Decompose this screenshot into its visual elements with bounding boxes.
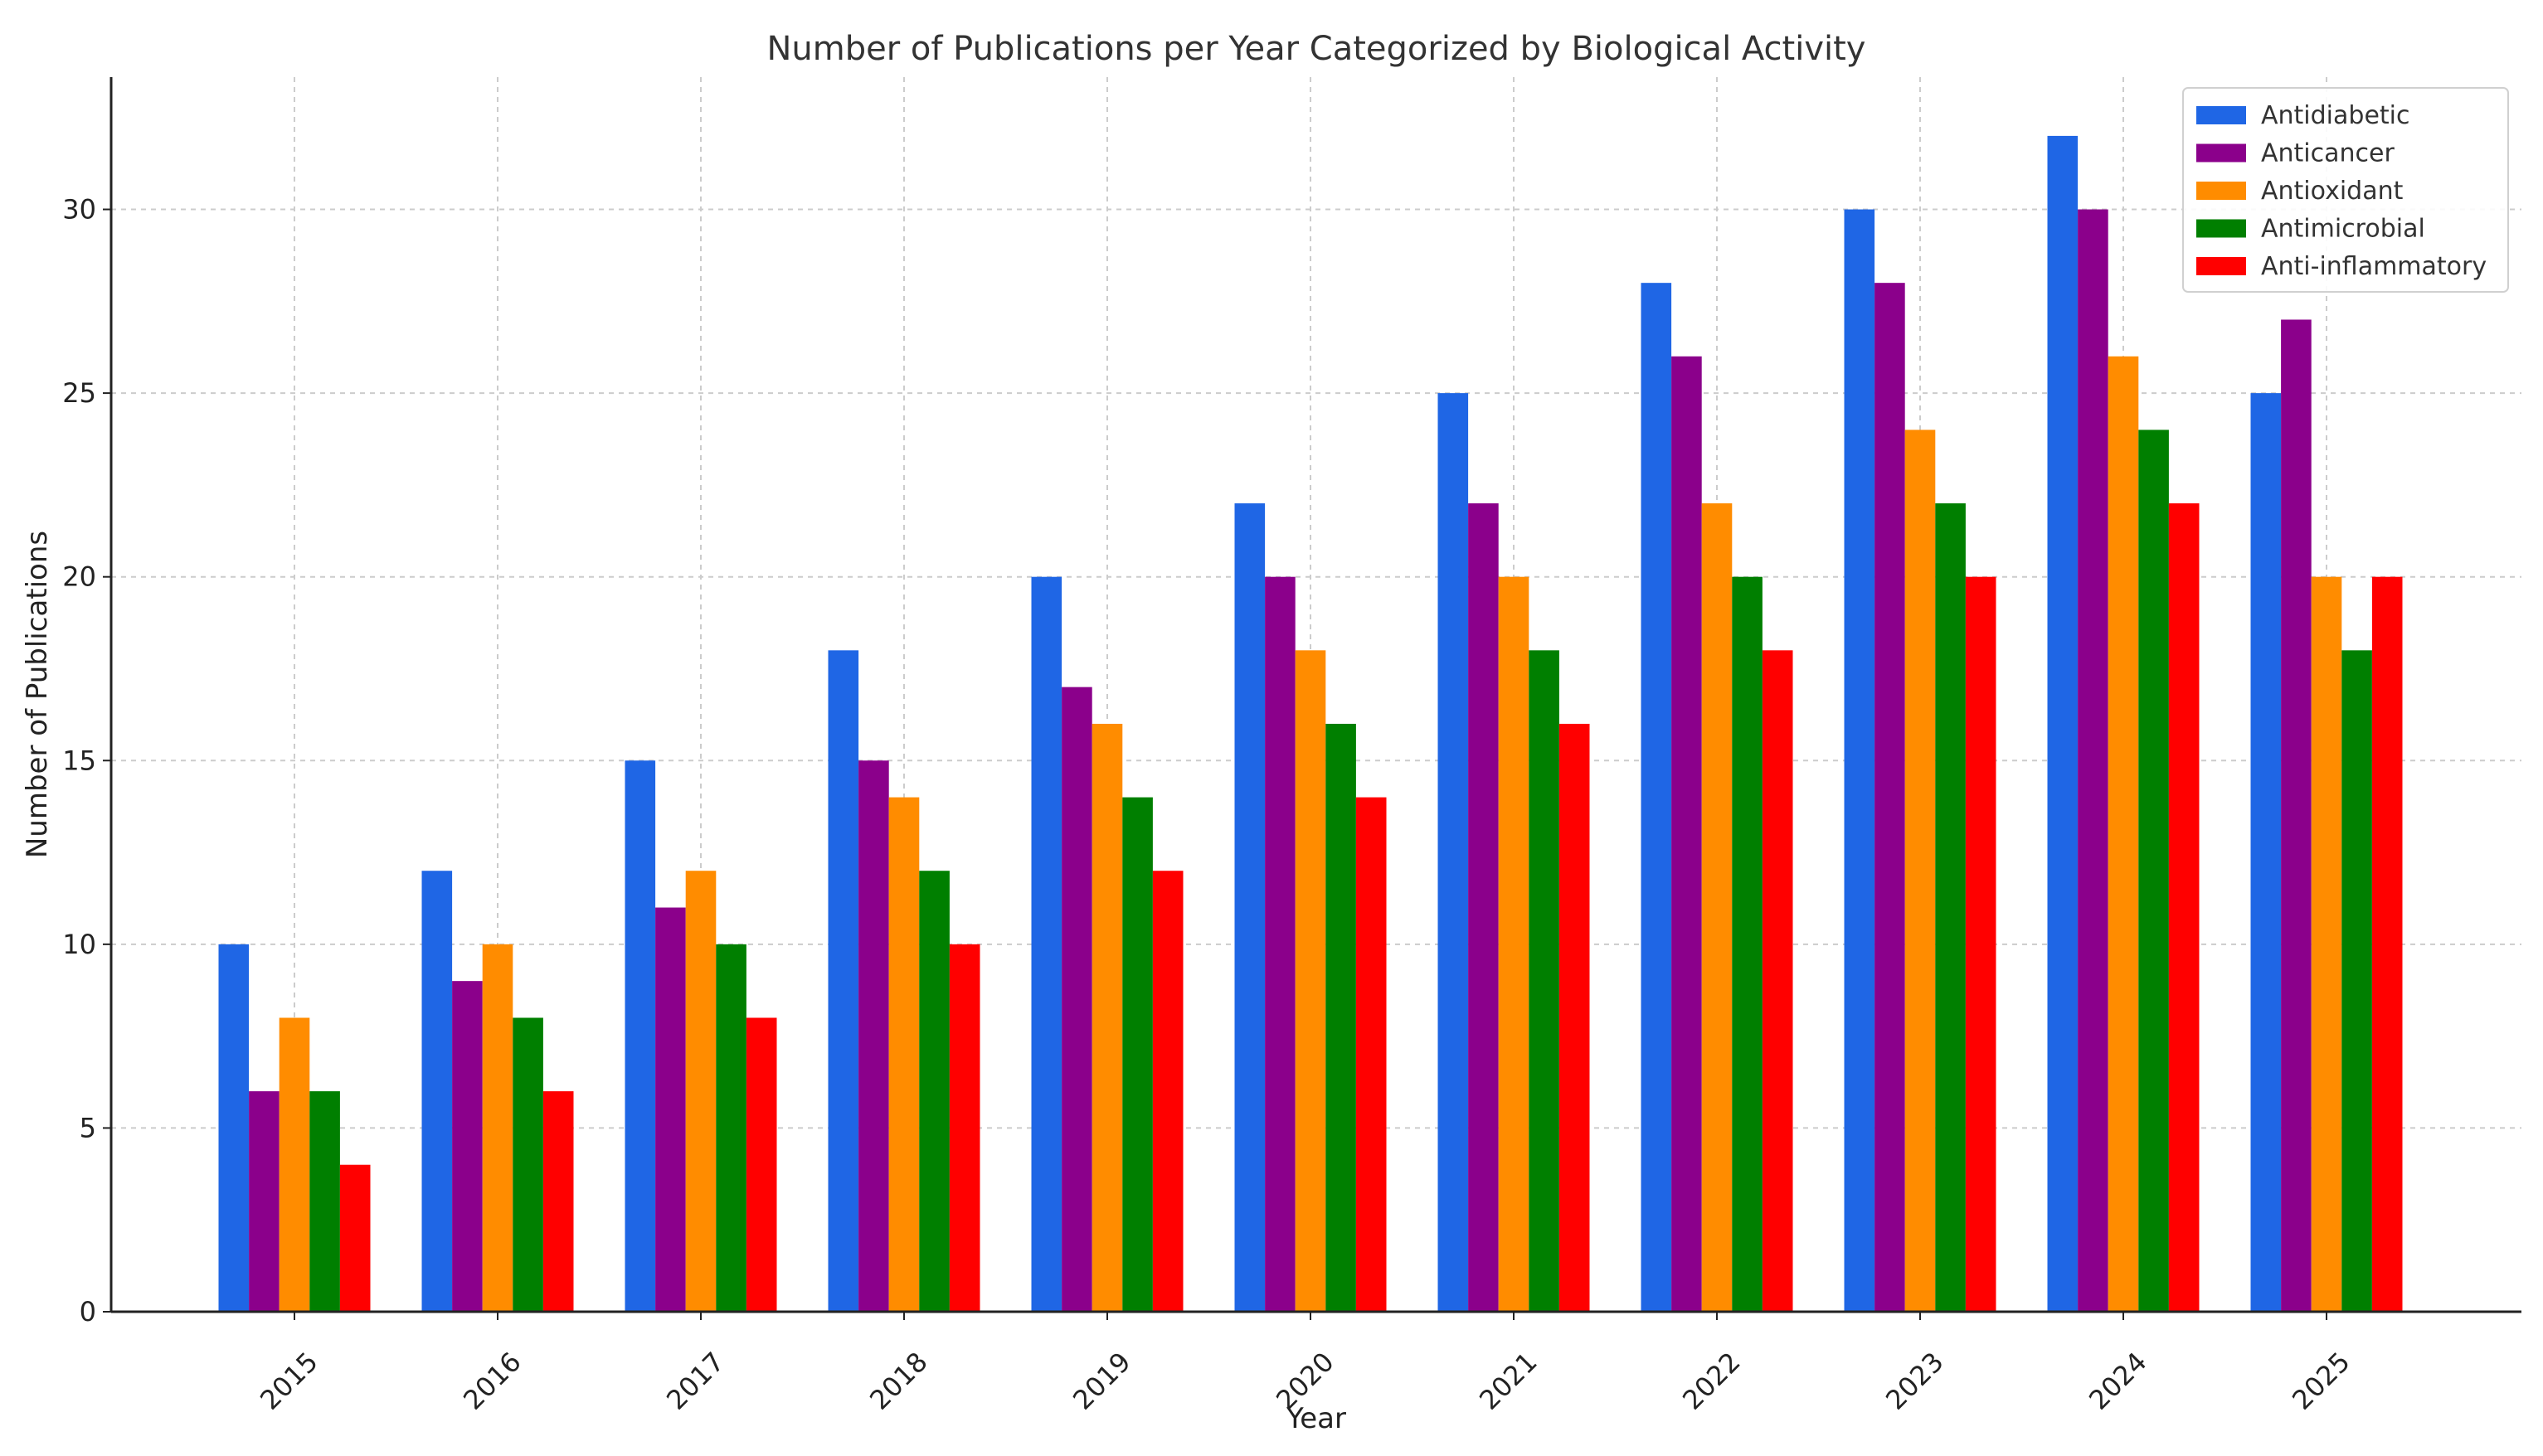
x-tick-label: 2018 (863, 1346, 933, 1415)
bar-antioxidant-2019 (1092, 723, 1123, 1312)
y-tick-label: 10 (62, 929, 96, 960)
bar-anticancer-2025 (2281, 319, 2312, 1312)
x-tick-label: 2019 (1067, 1346, 1136, 1415)
bar-anticancer-2021 (1468, 503, 1499, 1312)
bar-antimicrobial-2023 (1935, 503, 1966, 1312)
legend-frame (2182, 87, 2509, 293)
bar-anti-inflammatory-2016 (542, 1091, 574, 1312)
y-tick-label: 0 (80, 1296, 96, 1327)
bar-antioxidant-2024 (2108, 356, 2139, 1312)
bar-antioxidant-2015 (279, 1017, 310, 1312)
bar-antioxidant-2025 (2311, 576, 2342, 1312)
x-tick-label: 2025 (2286, 1346, 2356, 1415)
bar-anti-inflammatory-2021 (1558, 723, 1590, 1312)
x-ticks: 2015 2016 2017 2018 2019 2020 2021 2022 2023 2024… (254, 1312, 2356, 1416)
bar-antimicrobial-2018 (919, 871, 950, 1312)
bar-anticancer-2023 (1874, 283, 1905, 1313)
x-tick-label: 2017 (660, 1346, 730, 1415)
bar-antidiabetic-2023 (1844, 209, 1875, 1312)
bar-antimicrobial-2024 (2138, 430, 2169, 1312)
bar-antidiabetic-2017 (625, 760, 656, 1312)
bar-antioxidant-2021 (1498, 576, 1529, 1312)
bar-antidiabetic-2015 (218, 944, 250, 1312)
bar-antimicrobial-2021 (1529, 650, 1559, 1312)
axes (109, 77, 2521, 1313)
x-tick-label: 2021 (1473, 1346, 1543, 1415)
y-axis-label: Number of Publications (21, 531, 54, 858)
bar-anticancer-2022 (1671, 356, 1702, 1312)
legend-label: Antioxidant (2261, 177, 2404, 206)
bar-antioxidant-2023 (1904, 430, 1936, 1312)
legend-label: Anticancer (2261, 139, 2395, 168)
x-axis-label: Year (1286, 1402, 1346, 1435)
bar-antioxidant-2017 (685, 871, 717, 1312)
legend-swatch (2196, 182, 2246, 200)
legend-label: Antidiabetic (2261, 101, 2410, 130)
bar-anti-inflammatory-2018 (949, 944, 980, 1312)
bar-anti-inflammatory-2020 (1355, 797, 1387, 1312)
x-tick-label: 2024 (2083, 1346, 2152, 1415)
bars (218, 135, 2403, 1313)
bar-antimicrobial-2020 (1325, 723, 1356, 1312)
bar-anti-inflammatory-2024 (2168, 503, 2200, 1312)
bar-anti-inflammatory-2019 (1152, 871, 1184, 1312)
bar-antidiabetic-2018 (828, 650, 859, 1312)
y-ticks: 0 5 10 15 20 25 30 (62, 194, 111, 1327)
bar-antimicrobial-2016 (513, 1017, 543, 1312)
bar-antimicrobial-2019 (1122, 797, 1153, 1312)
bar-antimicrobial-2015 (309, 1091, 340, 1312)
bar-anti-inflammatory-2015 (339, 1164, 371, 1312)
y-tick-label: 30 (62, 194, 96, 226)
x-tick-label: 2023 (1879, 1346, 1949, 1415)
bar-antidiabetic-2022 (1641, 283, 1672, 1313)
chart-title: Number of Publications per Year Categori… (767, 30, 1866, 68)
bar-anti-inflammatory-2017 (746, 1017, 777, 1312)
bar-anti-inflammatory-2022 (1762, 650, 1793, 1312)
bar-anticancer-2020 (1265, 576, 1296, 1312)
bar-antimicrobial-2025 (2341, 650, 2372, 1312)
legend-swatch (2196, 257, 2246, 275)
y-tick-label: 25 (62, 377, 96, 409)
x-tick-label: 2022 (1676, 1346, 1746, 1415)
bar-antimicrobial-2017 (716, 944, 746, 1312)
bar-antimicrobial-2022 (1732, 576, 1763, 1312)
bar-antioxidant-2018 (888, 797, 920, 1312)
x-tick-label: 2015 (254, 1346, 323, 1415)
legend: Antidiabetic Anticancer Antioxidant Antimic… (2182, 87, 2509, 293)
bar-antidiabetic-2020 (1234, 503, 1266, 1312)
y-tick-label: 20 (62, 561, 96, 593)
bar-antidiabetic-2016 (421, 871, 453, 1312)
bar-anticancer-2018 (858, 760, 889, 1312)
bar-antidiabetic-2024 (2047, 135, 2079, 1312)
bar-anti-inflammatory-2025 (2371, 576, 2403, 1312)
bar-antidiabetic-2021 (1437, 393, 1469, 1313)
bar-anticancer-2019 (1062, 687, 1092, 1312)
legend-swatch (2196, 106, 2246, 124)
bar-anticancer-2017 (655, 907, 686, 1312)
bar-antioxidant-2020 (1295, 650, 1326, 1312)
bar-antioxidant-2016 (482, 944, 513, 1312)
x-tick-label: 2016 (457, 1346, 527, 1415)
legend-label: Antimicrobial (2261, 215, 2425, 244)
legend-swatch (2196, 219, 2246, 238)
legend-label: Anti-inflammatory (2261, 252, 2487, 281)
bar-anticancer-2015 (249, 1091, 280, 1312)
y-tick-label: 5 (80, 1112, 96, 1143)
bar-antioxidant-2022 (1701, 503, 1733, 1312)
bar-antidiabetic-2019 (1031, 576, 1062, 1312)
legend-swatch (2196, 143, 2246, 163)
bar-antidiabetic-2025 (2250, 393, 2282, 1313)
y-tick-label: 15 (62, 745, 96, 776)
bar-anticancer-2016 (452, 981, 483, 1312)
bar-anticancer-2024 (2078, 209, 2108, 1312)
bar-anti-inflammatory-2023 (1965, 576, 1996, 1312)
